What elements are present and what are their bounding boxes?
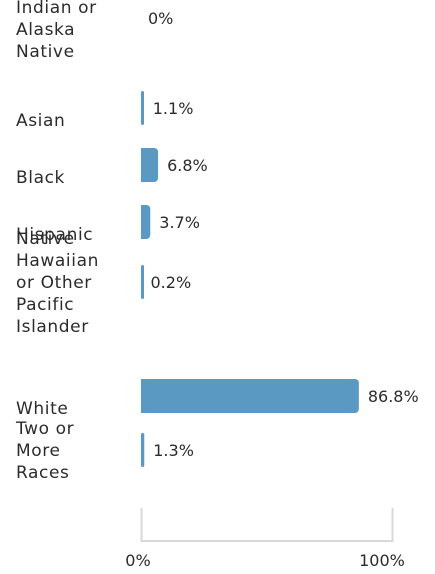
bars: [141, 91, 359, 467]
category-label-line: Alaska: [16, 20, 75, 40]
category-label: Black: [16, 168, 65, 188]
data-label: 1.3%: [153, 441, 194, 460]
bar: [141, 379, 359, 413]
category-label-line: Pacific: [16, 295, 74, 315]
category-label-line: Indian or: [16, 0, 97, 18]
bar-fill: [141, 148, 147, 182]
bar: [141, 265, 144, 299]
category-label-line: Islander: [16, 317, 89, 337]
category-label-line: Races: [16, 463, 70, 483]
category-label-line: or Other: [16, 273, 92, 293]
category-label-line: White: [16, 399, 68, 419]
category-label: Hispanic: [16, 225, 93, 245]
category-label-line: Asian: [16, 111, 65, 131]
bar-fill: [141, 205, 147, 239]
data-label: 86.8%: [368, 387, 419, 406]
data-label: 0%: [148, 9, 173, 28]
category-label: Asian: [16, 111, 65, 131]
x-axis: 0% 100%: [125, 508, 405, 570]
bar-fill: [141, 379, 147, 413]
category-label: White: [16, 399, 68, 419]
category-label-line: More: [16, 441, 61, 461]
bar: [141, 91, 144, 125]
x-tick-label: 100%: [359, 551, 405, 570]
x-tick-label: 0%: [125, 551, 150, 570]
x-axis-line: [140, 508, 394, 542]
data-label: 3.7%: [159, 213, 200, 232]
data-label: 6.8%: [167, 156, 208, 175]
category-label-line: Hispanic: [16, 225, 93, 245]
category-label-line: Black: [16, 168, 65, 188]
category-label-line: Native: [16, 42, 75, 62]
bar: [141, 433, 145, 467]
category-label-line: Hawaiian: [16, 251, 99, 271]
category-label-line: Two or: [15, 419, 74, 439]
data-label: 0.2%: [151, 273, 192, 292]
labels: 0%AmericanIndian orAlaskaNative1.1%Asian…: [15, 0, 419, 483]
data-label: 1.1%: [153, 99, 194, 118]
category-label-line: Native: [16, 229, 75, 249]
